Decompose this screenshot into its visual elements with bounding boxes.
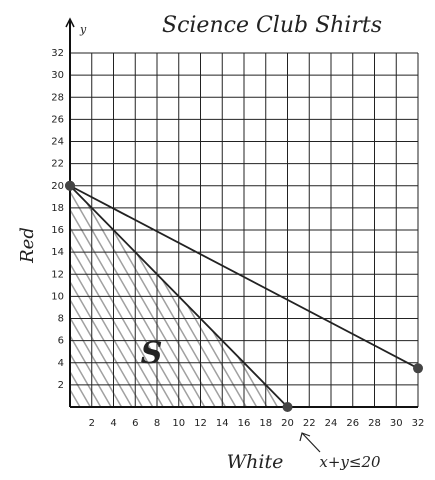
chart-title: Science Club Shirts [162, 13, 382, 38]
y-tick-label: 2 [58, 380, 64, 391]
x-axis-label: White [227, 451, 284, 473]
y-tick-label: 6 [58, 336, 64, 347]
y-tick-label: 26 [51, 114, 64, 125]
y-tick-label: 14 [51, 247, 64, 258]
x-tick-label: 18 [259, 418, 272, 429]
y-tick-label: 18 [51, 203, 64, 214]
y-axis-label: Red [17, 227, 38, 264]
y-tick-label: 28 [51, 92, 64, 103]
x-tick-label: 28 [368, 418, 381, 429]
vertex-point [65, 181, 75, 191]
x-tick-label: 10 [172, 418, 185, 429]
y-tick-label: 22 [51, 159, 64, 170]
y-tick-label: 32 [51, 48, 64, 59]
y-tick-label: 24 [51, 137, 64, 148]
x-tick-label: 30 [390, 418, 403, 429]
x-tick-label: 26 [346, 418, 359, 429]
x-tick-label: 12 [194, 418, 207, 429]
x-tick-label: 24 [325, 418, 338, 429]
y-tick-label: 4 [58, 358, 64, 369]
vertex-point [283, 402, 293, 412]
x-tick-label: 20 [281, 418, 294, 429]
x-tick-label: 4 [110, 418, 116, 429]
y-tick-label: 8 [58, 314, 64, 325]
y-tick-label: 16 [51, 225, 64, 236]
x-tick-label: 2 [89, 418, 95, 429]
y-tick-label: 10 [51, 291, 64, 302]
y-tick-label: 12 [51, 269, 64, 280]
y-tick-label: 20 [51, 181, 64, 192]
annotation-arrow [302, 433, 320, 452]
y-axis-letter: y [79, 23, 87, 36]
x-tick-label: 14 [216, 418, 229, 429]
region-label: S [141, 336, 163, 371]
x-tick-label: 8 [154, 418, 160, 429]
x-tick-label: 16 [238, 418, 251, 429]
x-tick-label: 32 [412, 418, 425, 429]
x-tick-label: 22 [303, 418, 316, 429]
x-tick-label: 6 [132, 418, 138, 429]
vertex-point [413, 363, 423, 373]
y-tick-label: 30 [51, 70, 64, 81]
constraint-label: x+y≤20 [319, 453, 381, 471]
chart: Science Club Shirts Red White y x+y≤20 2… [0, 0, 435, 480]
